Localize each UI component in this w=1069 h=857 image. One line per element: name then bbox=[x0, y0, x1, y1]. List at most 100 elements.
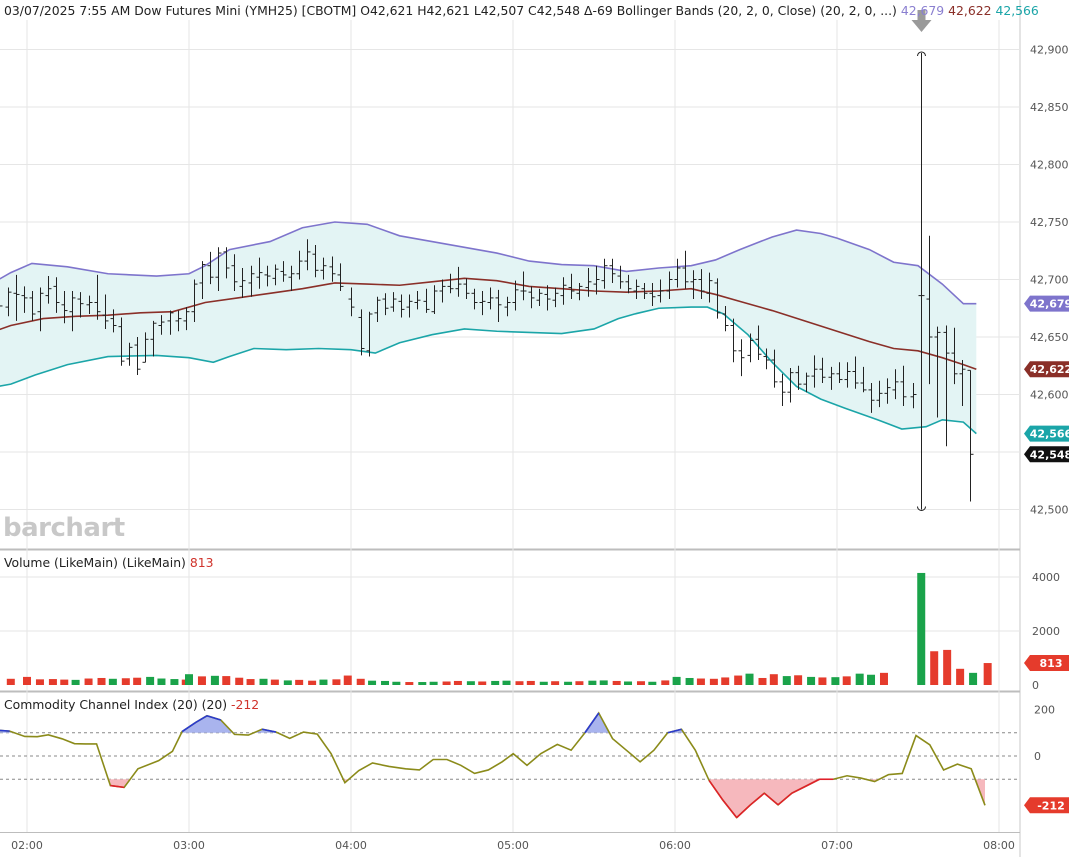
ohlc-bar bbox=[175, 310, 182, 332]
volume-bar bbox=[429, 681, 438, 685]
band-fill bbox=[0, 222, 977, 434]
ohlc-bar bbox=[248, 265, 255, 297]
volume-bar bbox=[157, 678, 166, 685]
ohlc-bar bbox=[431, 285, 438, 314]
ohlc-bar bbox=[102, 294, 109, 329]
y-tick-label: 42,600 bbox=[1030, 389, 1069, 402]
cci-segment bbox=[708, 779, 724, 801]
ohlc-bar bbox=[730, 318, 737, 363]
volume-bar bbox=[319, 679, 328, 685]
vol-y-tick-label: 2000 bbox=[1032, 625, 1060, 638]
ohlc-bar bbox=[320, 257, 327, 280]
volume-bar bbox=[818, 677, 827, 685]
ohlc-bar bbox=[771, 349, 778, 388]
ohlc-bar bbox=[544, 285, 551, 311]
ohlc-bar bbox=[382, 293, 389, 316]
y-tick-label: 42,650 bbox=[1030, 331, 1069, 344]
ohlc-bar bbox=[366, 311, 373, 357]
ohlc-bar bbox=[0, 305, 3, 307]
x-tick-label: 05:00 bbox=[497, 839, 529, 852]
ohlc-bar bbox=[698, 269, 705, 300]
header-study[interactable]: Bollinger Bands (20, 2, 0, Close) bbox=[616, 3, 817, 18]
ohlc-bar bbox=[649, 282, 656, 306]
upper-band-line bbox=[0, 221, 977, 305]
arrow-down-icon bbox=[911, 10, 932, 32]
volume-bar bbox=[745, 673, 754, 685]
cci-segment bbox=[584, 712, 600, 734]
ohlc-bar bbox=[13, 274, 20, 321]
ohlc-bar bbox=[406, 294, 413, 318]
ohlc-bar bbox=[576, 282, 583, 301]
ohlc-bar bbox=[934, 326, 941, 418]
ohlc-bar bbox=[787, 368, 794, 403]
volume-value: 813 bbox=[189, 555, 214, 570]
volume-bar bbox=[246, 679, 255, 685]
volume-bar bbox=[539, 681, 548, 685]
x-tick-label: 07:00 bbox=[821, 839, 853, 852]
volume-bar bbox=[270, 679, 279, 685]
ohlc-bar bbox=[943, 325, 950, 447]
cci-segment bbox=[206, 715, 221, 721]
header-upper-value: 42,679 bbox=[900, 3, 945, 18]
header-study-params: (20, 2, 0, ...) bbox=[820, 3, 897, 18]
ohlc-bar bbox=[926, 235, 933, 385]
price-badge: 42,679 bbox=[1024, 295, 1069, 312]
ohlc-bar bbox=[844, 362, 851, 388]
ohlc-bar bbox=[585, 268, 592, 297]
x-tick-label: 03:00 bbox=[173, 839, 205, 852]
ohlc-bar bbox=[690, 270, 697, 300]
ohlc-bar bbox=[836, 362, 843, 383]
volume-bar bbox=[685, 677, 694, 685]
ohlc-bar bbox=[795, 365, 802, 390]
volume-bar bbox=[283, 680, 292, 685]
ohlc-bar bbox=[53, 277, 60, 313]
volume-bar bbox=[418, 682, 427, 685]
ohlc-bar bbox=[142, 332, 149, 363]
cci-segment bbox=[181, 721, 197, 733]
ohlc-bar bbox=[447, 273, 454, 294]
ohlc-bar bbox=[682, 250, 689, 289]
volume-bar bbox=[551, 681, 560, 685]
volume-bar bbox=[343, 675, 352, 685]
cci-segment bbox=[667, 728, 682, 734]
ohlc-bar bbox=[560, 277, 567, 305]
ohlc-bar bbox=[304, 239, 311, 271]
ohlc-bar bbox=[512, 280, 519, 311]
ohlc-bar bbox=[207, 251, 214, 285]
vol-y-tick-label: 0 bbox=[1032, 679, 1039, 692]
volume-bar bbox=[526, 680, 535, 685]
ohlc-bar bbox=[296, 250, 303, 280]
ohlc-bar bbox=[828, 366, 835, 390]
ohlc-bar bbox=[876, 380, 883, 408]
ohlc-bar bbox=[884, 378, 891, 404]
ohlc-bar bbox=[158, 315, 165, 335]
badge-label: 42,679 bbox=[1030, 298, 1069, 311]
ohlc-bar bbox=[633, 279, 640, 300]
x-tick-label: 06:00 bbox=[659, 839, 691, 852]
volume-bar bbox=[842, 676, 851, 685]
volume-bar bbox=[867, 674, 876, 685]
ohlc-bar bbox=[183, 307, 190, 331]
volume-bar bbox=[405, 682, 414, 685]
volume-bar bbox=[734, 675, 743, 685]
volume-bar bbox=[564, 681, 573, 685]
cci-segment bbox=[0, 729, 10, 732]
volume-bar bbox=[612, 680, 621, 685]
ohlc-bar bbox=[755, 325, 762, 360]
ohlc-bar bbox=[779, 373, 786, 406]
cci-segment bbox=[110, 784, 125, 789]
ohlc-bar bbox=[77, 292, 84, 318]
ohlc-bar bbox=[239, 268, 246, 298]
cci-segment bbox=[261, 728, 277, 733]
ohlc-bar bbox=[747, 333, 754, 363]
ohlc-bar bbox=[110, 309, 117, 333]
y-tick-label: 42,800 bbox=[1030, 159, 1069, 172]
volume-bar bbox=[48, 679, 57, 685]
ohlc-bar bbox=[215, 247, 222, 291]
volume-bar bbox=[121, 678, 130, 685]
badge-label: 42,566 bbox=[1030, 428, 1069, 441]
cci-label[interactable]: Commodity Channel Index (20) bbox=[4, 697, 198, 712]
volume-label[interactable]: Volume (LikeMain) bbox=[4, 555, 118, 570]
ohlc-bar bbox=[69, 291, 76, 332]
